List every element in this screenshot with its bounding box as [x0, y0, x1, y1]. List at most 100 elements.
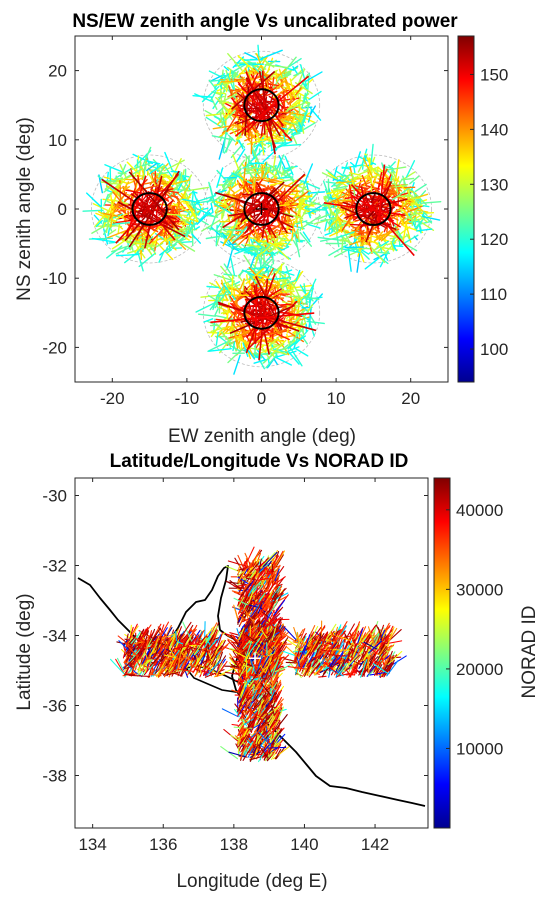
power-segment — [304, 207, 326, 211]
power-segment — [112, 196, 117, 204]
beam-outer-ring — [202, 50, 321, 160]
power-segment — [166, 249, 173, 254]
norad-segment — [250, 620, 261, 628]
power-segment — [296, 239, 306, 242]
power-segment — [121, 239, 146, 246]
norad-segment — [245, 634, 264, 647]
power-segment — [262, 166, 269, 179]
power-segment — [94, 209, 110, 228]
power-segment — [236, 191, 242, 205]
power-segment — [222, 101, 229, 104]
norad-segment — [272, 550, 284, 570]
power-segment — [310, 105, 316, 115]
power-segment — [226, 246, 234, 270]
norad-segment — [137, 628, 149, 643]
norad-segment — [271, 585, 282, 598]
power-segment — [269, 178, 278, 181]
norad-segment — [203, 667, 211, 676]
power-segment — [240, 246, 256, 250]
power-segment — [264, 263, 287, 276]
power-segment — [278, 94, 285, 109]
norad-segment — [204, 643, 210, 661]
power-segment — [391, 242, 398, 252]
norad-segment — [148, 663, 154, 670]
power-segment — [215, 295, 220, 305]
power-segment — [280, 73, 292, 79]
x-tick-label: 20 — [401, 389, 420, 408]
norad-segment — [273, 655, 279, 666]
power-segment — [154, 170, 157, 188]
power-segment — [274, 185, 284, 196]
norad-segment — [254, 612, 261, 621]
power-segment — [362, 157, 374, 179]
power-segment — [98, 174, 104, 194]
power-segment — [104, 177, 124, 184]
power-segment — [248, 71, 260, 92]
power-streak — [233, 197, 294, 229]
norad-segment — [130, 634, 139, 644]
norad-segment — [184, 637, 197, 652]
power-segment — [188, 225, 191, 234]
power-segment — [370, 244, 382, 254]
norad-segment — [264, 617, 275, 629]
norad-segment — [252, 561, 257, 568]
norad-segment — [162, 624, 172, 644]
power-segment — [350, 231, 364, 247]
power-segment — [231, 226, 248, 244]
norad-segment — [358, 669, 370, 673]
power-segment — [278, 241, 292, 246]
power-segment — [330, 194, 347, 203]
power-segment — [220, 81, 236, 99]
power-segment — [275, 356, 293, 366]
power-segment — [276, 68, 287, 79]
chart1-title: NS/EW zenith angle Vs uncalibrated power — [72, 11, 458, 32]
power-segment — [267, 94, 282, 110]
norad-segment — [207, 644, 214, 654]
power-streak — [261, 70, 266, 135]
power-segment — [126, 161, 141, 176]
norad-segment — [126, 633, 129, 640]
norad-segment — [364, 656, 379, 670]
norad-segment — [262, 645, 267, 658]
norad-segment — [179, 621, 192, 640]
power-segment — [324, 188, 329, 197]
power-segment — [185, 186, 210, 192]
norad-segment — [155, 654, 164, 671]
power-segment — [231, 70, 236, 91]
norad-segment — [272, 592, 277, 600]
norad-segment — [239, 617, 244, 625]
power-segment — [301, 92, 307, 109]
norad-segment — [240, 582, 252, 597]
power-segment — [225, 105, 233, 120]
power-segment — [286, 101, 307, 111]
power-segment — [344, 235, 351, 240]
norad-segment — [137, 644, 144, 652]
power-segment — [236, 247, 250, 252]
power-segment — [150, 242, 164, 251]
power-segment — [308, 305, 312, 329]
norad-segment — [337, 636, 344, 650]
norad-segment — [202, 668, 206, 676]
norad-segment — [128, 634, 137, 645]
norad-segment — [271, 597, 273, 607]
norad-segment — [110, 658, 125, 675]
norad-segment — [267, 638, 279, 655]
power-segment — [263, 227, 277, 245]
norad-segment — [216, 642, 230, 655]
power-segment — [235, 136, 243, 140]
power-segment — [221, 93, 227, 115]
norad-segment — [238, 608, 242, 615]
power-segment — [221, 209, 226, 219]
power-segment — [107, 227, 111, 237]
power-segment — [256, 247, 263, 271]
power-segment — [82, 209, 104, 212]
power-segment — [355, 181, 372, 190]
power-segment — [108, 229, 117, 235]
power-segment — [105, 216, 110, 234]
norad-segment — [188, 644, 197, 647]
power-segment — [230, 88, 241, 92]
norad-segment — [265, 573, 276, 592]
power-segment — [268, 263, 273, 272]
norad-segment — [232, 650, 244, 668]
power-segment — [289, 272, 302, 292]
